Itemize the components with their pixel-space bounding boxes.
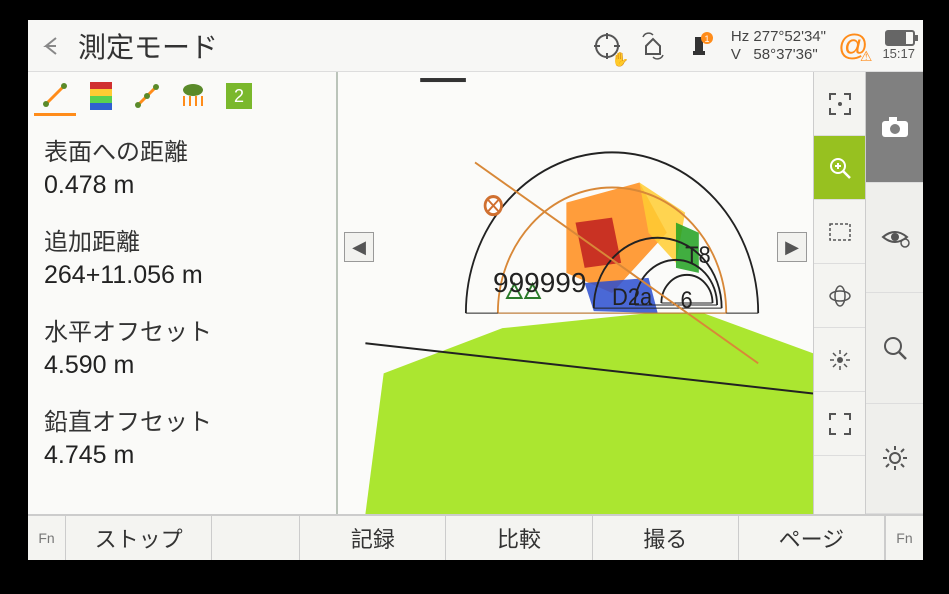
tunnel-canvas[interactable]: T8 D2a 6 ◀ ▶ 999999: [338, 72, 813, 514]
measure-surface-distance: 表面への距離 0.478 m: [44, 124, 324, 214]
angle-readout: Hz 277°52'34" V 58°37'36": [731, 28, 826, 64]
tool-count-badge[interactable]: 2: [218, 76, 260, 116]
zoom-orbit-button[interactable]: [814, 264, 865, 328]
bottom-page-button[interactable]: ページ: [739, 516, 885, 560]
hz-label: Hz: [731, 28, 749, 45]
battery-icon: [885, 30, 915, 46]
bottom-shoot-button[interactable]: 撮る: [593, 516, 739, 560]
canvas-prev-button[interactable]: ◀: [344, 232, 374, 262]
v-label: V: [731, 46, 741, 63]
back-button[interactable]: [36, 28, 72, 64]
measure-label: 水平オフセット: [44, 312, 324, 347]
measure-value: 4.745 m: [44, 441, 324, 470]
svg-text:D2a: D2a: [612, 283, 652, 310]
left-tool-row: 2: [28, 72, 336, 120]
measure-value: 0.478 m: [44, 171, 324, 200]
tool-fence[interactable]: [172, 76, 214, 116]
v-value: 58°37'36": [753, 46, 817, 63]
measure-label: 鉛直オフセット: [44, 402, 324, 437]
zoom-window-button[interactable]: [814, 200, 865, 264]
rail-camera-button[interactable]: [866, 72, 923, 183]
rail-settings-button[interactable]: [866, 404, 923, 515]
bottom-stop-button[interactable]: ストップ: [66, 516, 212, 560]
measure-v-offset: 鉛直オフセット 4.745 m: [44, 394, 324, 484]
measure-value: 264+11.056 m: [44, 261, 324, 290]
rail-search-button[interactable]: [866, 293, 923, 404]
svg-text:T8: T8: [685, 241, 711, 268]
measure-label: 追加距離: [44, 222, 324, 257]
tool-line-single[interactable]: [34, 76, 76, 116]
svg-text:1: 1: [704, 34, 709, 44]
zoom-expand-button[interactable]: [814, 392, 865, 456]
clock: 15:17: [882, 46, 915, 61]
instrument-icon[interactable]: 1: [679, 26, 719, 66]
hz-value: 277°52'34": [753, 28, 826, 45]
bottom-spacer: [212, 516, 300, 560]
zoom-magnify-button[interactable]: [814, 136, 865, 200]
measure-chainage: 追加距離 264+11.056 m: [44, 214, 324, 304]
canvas-point-id: 999999: [493, 267, 586, 299]
tool-gradient[interactable]: [80, 76, 122, 116]
fn-left[interactable]: Fn: [28, 516, 66, 560]
measure-value: 4.590 m: [44, 351, 324, 380]
bottom-record-button[interactable]: 記録: [300, 516, 446, 560]
connection-status-icon[interactable]: @⚠: [838, 29, 868, 63]
rail-eye-button[interactable]: [866, 183, 923, 294]
zoom-center-button[interactable]: [814, 328, 865, 392]
svg-text:6: 6: [681, 286, 693, 313]
tool-line-multi[interactable]: [126, 76, 168, 116]
home-sync-icon[interactable]: [633, 26, 673, 66]
target-lock-icon[interactable]: ✋: [587, 26, 627, 66]
bottom-compare-button[interactable]: 比較: [446, 516, 592, 560]
measure-h-offset: 水平オフセット 4.590 m: [44, 304, 324, 394]
zoom-fit-button[interactable]: [814, 72, 865, 136]
page-title: 測定モード: [78, 26, 218, 66]
fn-right[interactable]: Fn: [885, 516, 923, 560]
canvas-next-button[interactable]: ▶: [777, 232, 807, 262]
measure-label: 表面への距離: [44, 132, 324, 167]
